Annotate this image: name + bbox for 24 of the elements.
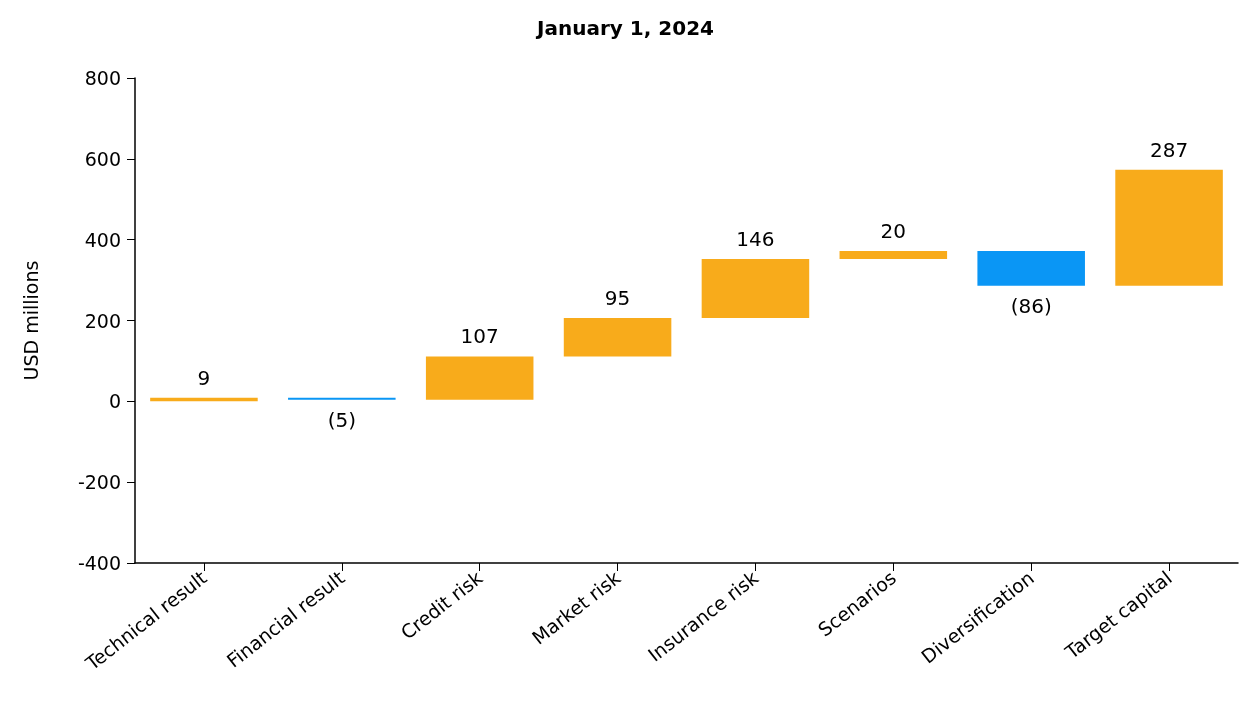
y-tick-label: -400: [77, 552, 121, 574]
chart-title: January 1, 2024: [535, 16, 714, 40]
bar: [977, 250, 1085, 286]
data-label: 20: [880, 218, 907, 243]
y-axis-title: USD millions: [19, 260, 42, 381]
y-tick-label: 200: [84, 309, 121, 332]
bar: [701, 259, 810, 319]
y-tick-label: 600: [84, 147, 121, 170]
bar: [839, 250, 948, 260]
y-tick-label: -200: [77, 471, 121, 494]
bar: [425, 356, 534, 400]
data-label: (5): [327, 407, 356, 432]
bar: [1115, 169, 1223, 286]
data-label: 287: [1149, 137, 1189, 162]
y-tick-label: 800: [84, 67, 121, 89]
y-tick-label: 0: [108, 390, 121, 413]
data-label: 107: [460, 324, 499, 349]
data-label: 9: [197, 365, 211, 390]
bar: [288, 397, 396, 400]
y-tick-label: 400: [84, 228, 121, 251]
data-label: 95: [604, 286, 631, 311]
data-label: 146: [736, 227, 775, 252]
bar: [563, 318, 672, 357]
data-label: (86): [1010, 293, 1052, 318]
